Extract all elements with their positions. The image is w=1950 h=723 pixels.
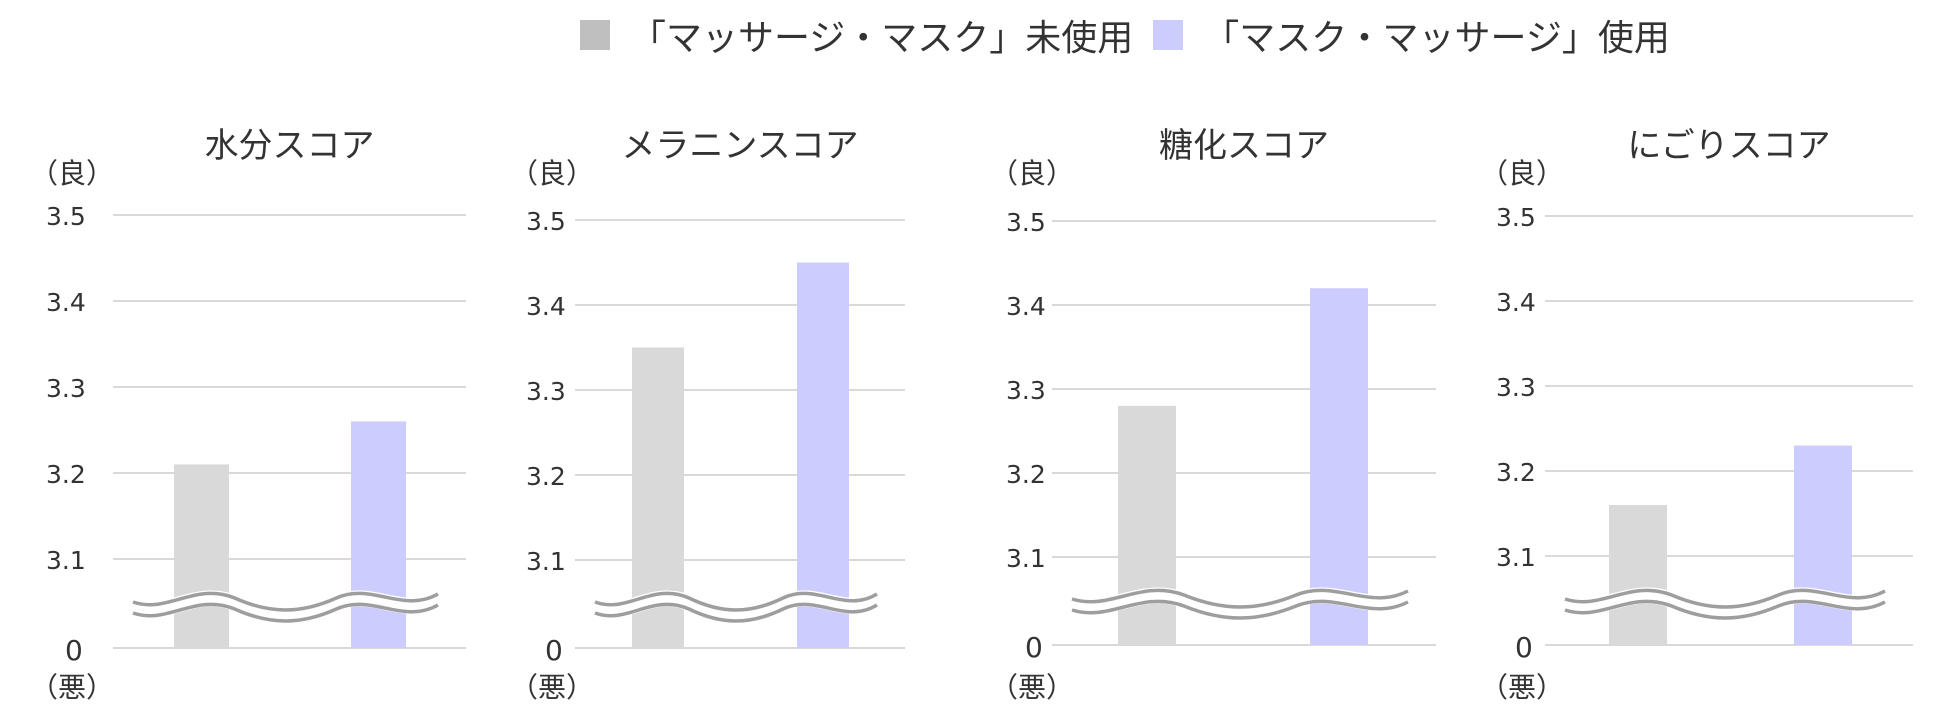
- axis-break-line-bottom-2: [594, 602, 878, 623]
- axis-break-mask-4: [1562, 587, 1889, 620]
- bar-3-used: [1310, 288, 1368, 645]
- axis-break-line-top-3: [1071, 588, 1409, 609]
- axis-break-line-bottom-3: [1071, 599, 1409, 620]
- axis-good-label-2: （良）: [510, 157, 595, 190]
- bar-1-unused: [174, 464, 229, 648]
- ytick-label-1-2: 3.1: [46, 546, 86, 575]
- ytick-label-3-6: 3.5: [1006, 208, 1046, 237]
- axis-break-mask-1: [130, 590, 442, 623]
- axis-bad-label-2: （悪）: [510, 671, 595, 704]
- chart-title-4: にごりスコア: [1627, 126, 1831, 166]
- legend-label-used: 「マスク・マッサージ」使用: [1203, 18, 1670, 59]
- ytick-label-2-6: 3.5: [526, 207, 566, 236]
- ytick-label-3-5: 3.4: [1006, 292, 1046, 321]
- ytick-label-2-1: 0: [545, 634, 563, 667]
- ytick-label-4-4: 3.3: [1496, 373, 1536, 402]
- ytick-label-2-5: 3.4: [526, 292, 566, 321]
- axis-break-line-bottom-4: [1564, 599, 1886, 620]
- ytick-label-2-2: 3.1: [526, 547, 566, 576]
- legend-label-unused: 「マッサージ・マスク」未使用: [630, 18, 1134, 59]
- bar-4-unused: [1609, 505, 1667, 645]
- axis-bad-label-3: （悪）: [990, 671, 1075, 704]
- axis-break-line-top-4: [1564, 588, 1886, 609]
- ytick-label-2-3: 3.2: [526, 462, 566, 491]
- axis-break-line-top-1: [132, 591, 439, 612]
- axis-good-label-3: （良）: [990, 157, 1075, 190]
- ytick-label-2-4: 3.3: [526, 377, 566, 406]
- legend-swatch-unused: [580, 20, 610, 50]
- axis-good-label-1: （良）: [30, 157, 115, 190]
- axis-break-mask-3: [1069, 587, 1412, 620]
- chart-legend: 「マッサージ・マスク」未使用 「マスク・マッサージ」使用: [580, 10, 1670, 60]
- axis-break-line-bottom-1: [132, 602, 439, 623]
- legend-item-used: 「マスク・マッサージ」使用: [1153, 9, 1670, 61]
- axis-bad-label-1: （悪）: [30, 671, 115, 704]
- axis-good-label-4: （良）: [1480, 157, 1565, 190]
- chart-title-3: 糖化スコア: [1159, 126, 1329, 166]
- ytick-label-3-1: 0: [1025, 631, 1043, 664]
- ytick-label-1-3: 3.2: [46, 460, 86, 489]
- ytick-label-1-5: 3.4: [46, 288, 86, 317]
- bar-4-used: [1794, 445, 1852, 645]
- ytick-label-4-2: 3.1: [1496, 543, 1536, 572]
- chart-title-2: メラニンスコア: [621, 126, 859, 166]
- axis-break-mask-2: [592, 590, 882, 623]
- ytick-label-4-3: 3.2: [1496, 458, 1536, 487]
- axis-bad-label-4: （悪）: [1480, 671, 1565, 704]
- ytick-label-1-1: 0: [65, 634, 83, 667]
- ytick-label-3-3: 3.2: [1006, 460, 1046, 489]
- ytick-label-3-4: 3.3: [1006, 376, 1046, 405]
- ytick-label-4-5: 3.4: [1496, 288, 1536, 317]
- axis-break-line-top-2: [594, 591, 878, 612]
- ytick-label-4-1: 0: [1515, 631, 1533, 664]
- ytick-label-1-4: 3.3: [46, 374, 86, 403]
- legend-item-unused: 「マッサージ・マスク」未使用: [580, 9, 1133, 61]
- ytick-label-1-6: 3.5: [46, 202, 86, 231]
- bar-2-used: [797, 262, 849, 648]
- legend-swatch-used: [1153, 20, 1184, 50]
- ytick-label-4-6: 3.5: [1496, 203, 1536, 232]
- ytick-label-3-2: 3.1: [1006, 544, 1046, 573]
- chart-title-1: 水分スコア: [204, 126, 375, 166]
